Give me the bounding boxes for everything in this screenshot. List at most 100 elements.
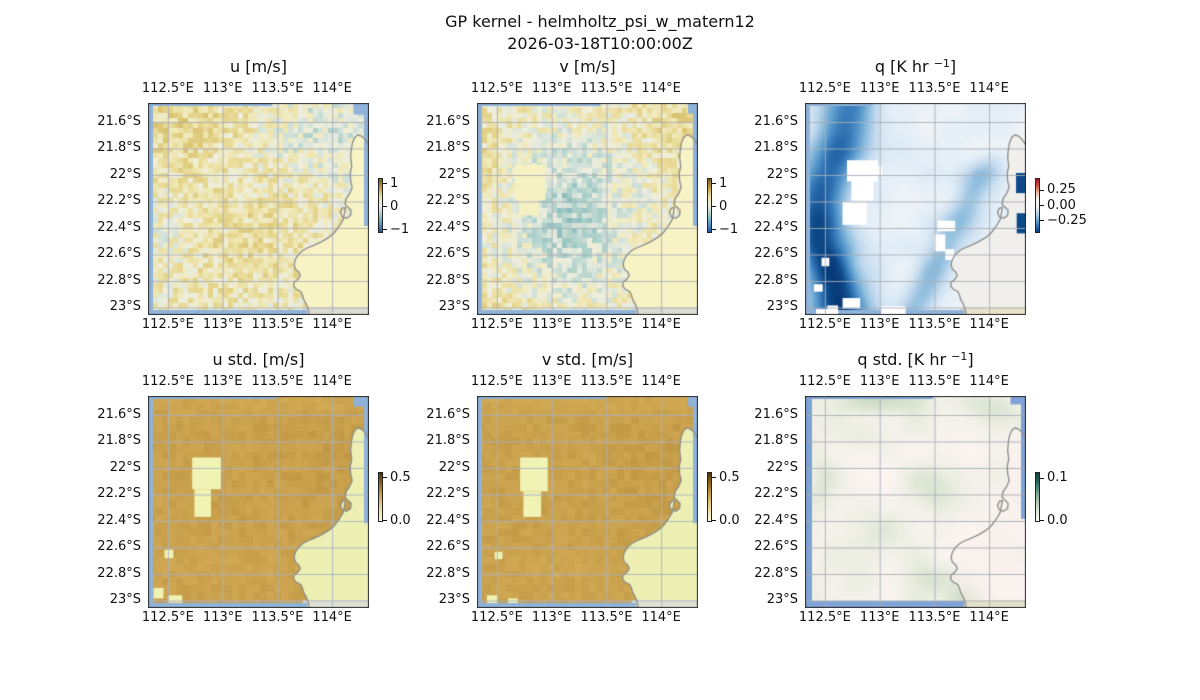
subplot-title-text: v [m/s] xyxy=(559,57,616,76)
figure-title-text: GP kernel - helmholtz_psi_w_matern12 xyxy=(445,12,755,31)
lat-tick-label: 23°S xyxy=(766,592,798,608)
map-canvas-qstd xyxy=(805,396,1026,608)
lat-tick-label: 22.8°S xyxy=(754,565,798,581)
colorbar-tick-label: 0.5 xyxy=(719,469,740,485)
map-canvas-q xyxy=(805,103,1026,315)
lon-tick-label: 114°E xyxy=(641,373,681,389)
subplot-title-text: ] xyxy=(967,350,974,369)
colorbar-tick-mark xyxy=(1040,477,1044,479)
lon-tick-label: 114°E xyxy=(641,317,681,332)
lat-tick-label: 23°S xyxy=(766,299,798,315)
lon-tick-label: 114°E xyxy=(969,373,1009,389)
colorbar-tick-mark xyxy=(383,206,387,208)
lon-tick-label: 114°E xyxy=(312,317,352,332)
lon-tick-label: 113.5°E xyxy=(908,373,961,389)
lat-tick-label: 22°S xyxy=(438,459,470,475)
colorbar-tick-mark xyxy=(712,477,716,478)
subplot-title-q: q [K hr −1] xyxy=(785,56,1046,78)
lat-tick-label: 22.8°S xyxy=(97,565,141,581)
lat-tick-label: 22.4°S xyxy=(426,219,470,235)
map-canvas-ustd xyxy=(148,396,369,608)
subplot-title-text: q std. [K hr xyxy=(857,350,952,369)
lat-tick-label: 22°S xyxy=(109,166,141,182)
colorbar-q xyxy=(1035,178,1040,233)
lat-tick-label: 22.6°S xyxy=(426,246,470,262)
lat-tick-label: 22°S xyxy=(766,459,798,475)
lon-tick-label: 113°E xyxy=(202,373,243,389)
lon-tick-label: 112.5°E xyxy=(141,610,194,625)
lat-tick-label: 22.8°S xyxy=(97,272,141,288)
colorbar-u xyxy=(378,178,383,233)
lon-tick-label: 114°E xyxy=(641,610,681,625)
lat-tick-label: 23°S xyxy=(109,592,141,608)
lon-tick-label: 113.5°E xyxy=(580,80,633,96)
lon-tick-label: 114°E xyxy=(969,317,1009,332)
map-canvas-v xyxy=(477,103,698,315)
colorbar-tick-label: 0.0 xyxy=(390,512,411,528)
lat-tick-label: 23°S xyxy=(438,592,470,608)
lat-tick-label: 22°S xyxy=(766,166,798,182)
lat-tick-label: 23°S xyxy=(438,299,470,315)
colorbar-tick-label: 1 xyxy=(719,175,728,191)
lon-tick-label: 112.5°E xyxy=(470,610,523,625)
lon-tick-label: 112.5°E xyxy=(798,80,851,96)
lon-tick-label: 112.5°E xyxy=(470,80,523,96)
lat-tick-label: 22.4°S xyxy=(97,512,141,528)
lat-tick-label: 22.6°S xyxy=(754,539,798,555)
lon-tick-label: 113°E xyxy=(859,317,900,332)
lon-tick-label: 114°E xyxy=(969,80,1009,96)
colorbar-tick-mark xyxy=(383,229,387,231)
lon-tick-label: 113.5°E xyxy=(580,373,633,389)
lon-tick-label: 114°E xyxy=(969,610,1009,625)
lon-tick-label: 113°E xyxy=(531,373,572,389)
lon-tick-label: 112.5°E xyxy=(141,373,194,389)
colorbar-tick-mark xyxy=(383,520,387,521)
lon-tick-label: 113°E xyxy=(202,80,243,96)
lon-tick-label: 113.5°E xyxy=(251,80,304,96)
lat-tick-label: 22.2°S xyxy=(97,486,141,502)
lon-tick-label: 113°E xyxy=(859,373,900,389)
lat-tick-label: 21.8°S xyxy=(426,433,470,449)
colorbar-vstd xyxy=(707,472,712,522)
lon-tick-label: 113.5°E xyxy=(580,610,633,625)
colorbar-tick-mark xyxy=(383,183,387,184)
lon-tick-label: 113.5°E xyxy=(908,317,961,332)
lat-tick-label: 21.6°S xyxy=(97,406,141,422)
subplot-title-qstd: q std. [K hr −1] xyxy=(785,349,1046,371)
lat-tick-label: 22.8°S xyxy=(426,272,470,288)
lat-tick-label: 22.4°S xyxy=(97,219,141,235)
lon-tick-label: 112.5°E xyxy=(141,80,194,96)
subplot-title-superscript: −1 xyxy=(933,57,950,70)
lon-tick-label: 113.5°E xyxy=(908,610,961,625)
lon-tick-label: 114°E xyxy=(312,373,352,389)
lat-tick-label: 21.8°S xyxy=(97,433,141,449)
lat-tick-label: 22°S xyxy=(438,166,470,182)
colorbar-tick-label: −1 xyxy=(390,221,410,237)
colorbar-tick-mark xyxy=(1040,189,1044,191)
lat-tick-label: 22.4°S xyxy=(426,512,470,528)
colorbar-tick-label: 0.1 xyxy=(1047,470,1068,485)
lat-tick-label: 21.6°S xyxy=(754,406,798,422)
lat-tick-label: 21.6°S xyxy=(97,113,141,129)
lon-tick-label: 114°E xyxy=(312,80,352,96)
colorbar-v xyxy=(707,178,712,233)
lat-tick-label: 22.6°S xyxy=(754,246,798,262)
lat-tick-label: 22.4°S xyxy=(754,219,798,235)
lat-tick-label: 22.6°S xyxy=(97,246,141,262)
lon-tick-label: 113.5°E xyxy=(251,317,304,332)
lon-tick-label: 113°E xyxy=(202,610,243,625)
lat-tick-label: 21.6°S xyxy=(426,406,470,422)
lat-tick-label: 21.8°S xyxy=(426,140,470,156)
lat-tick-label: 22.2°S xyxy=(426,486,470,502)
map-canvas-u xyxy=(148,103,369,315)
lon-tick-label: 113.5°E xyxy=(580,317,633,332)
colorbar-tick-mark xyxy=(383,477,387,478)
lat-tick-label: 22.2°S xyxy=(754,486,798,502)
lon-tick-label: 112.5°E xyxy=(470,317,523,332)
colorbar-tick-label: −1 xyxy=(719,221,739,237)
colorbar-tick-label: 0.25 xyxy=(1047,182,1076,198)
subplot-title-text: v std. [m/s] xyxy=(541,350,634,369)
lat-tick-label: 21.6°S xyxy=(426,113,470,129)
subplot-title-text: u std. [m/s] xyxy=(212,350,305,369)
colorbar-tick-label: −0.25 xyxy=(1047,212,1087,228)
